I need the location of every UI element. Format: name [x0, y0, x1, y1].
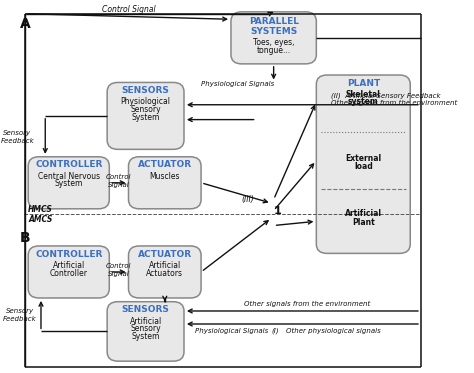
Text: PLANT: PLANT — [346, 79, 380, 88]
Text: HMCS: HMCS — [28, 206, 53, 214]
Text: Other signals from the environment: Other signals from the environment — [331, 100, 457, 106]
Text: System: System — [131, 332, 160, 341]
Text: System: System — [55, 179, 83, 188]
Text: Toes, eyes,: Toes, eyes, — [253, 38, 294, 47]
Text: Signal: Signal — [108, 182, 130, 188]
Text: Control Signal: Control Signal — [102, 6, 155, 15]
Text: PARALLEL: PARALLEL — [249, 17, 299, 26]
Text: (I): (I) — [272, 327, 279, 334]
FancyBboxPatch shape — [128, 157, 201, 209]
Text: Feedback: Feedback — [0, 138, 34, 144]
Text: Artificial: Artificial — [129, 317, 162, 326]
Text: Controller: Controller — [50, 269, 88, 278]
Text: Control: Control — [106, 263, 132, 269]
Text: Artificial: Artificial — [345, 210, 382, 219]
Text: ACTUATOR: ACTUATOR — [138, 160, 192, 169]
Text: Sensory: Sensory — [3, 129, 32, 136]
Text: CONTROLLER: CONTROLLER — [35, 160, 102, 169]
Text: CONTROLLER: CONTROLLER — [35, 250, 102, 258]
Text: Control: Control — [106, 174, 132, 180]
FancyBboxPatch shape — [128, 246, 201, 298]
FancyBboxPatch shape — [316, 75, 410, 253]
Text: External: External — [345, 154, 382, 163]
Text: Other signals from the environment: Other signals from the environment — [244, 301, 370, 307]
Text: Other physiological signals: Other physiological signals — [286, 327, 380, 334]
FancyBboxPatch shape — [28, 157, 109, 209]
Text: B: B — [19, 231, 30, 245]
Text: Skeletal: Skeletal — [346, 90, 381, 99]
FancyBboxPatch shape — [231, 12, 316, 64]
Text: Feedback: Feedback — [3, 316, 36, 322]
FancyBboxPatch shape — [107, 302, 184, 361]
Text: Plant: Plant — [352, 218, 374, 227]
Text: system: system — [348, 97, 379, 106]
FancyBboxPatch shape — [107, 82, 184, 149]
FancyBboxPatch shape — [28, 246, 109, 298]
Text: 1: 1 — [274, 206, 282, 216]
Text: tongue...: tongue... — [256, 46, 291, 55]
Text: Muscles: Muscles — [149, 172, 180, 181]
Text: Physiological Signals: Physiological Signals — [195, 328, 268, 334]
Text: Signal: Signal — [108, 271, 130, 277]
Text: (II)  Artificial Sensory Feedback: (II) Artificial Sensory Feedback — [331, 92, 441, 99]
Text: System: System — [131, 113, 160, 122]
Text: Sensory: Sensory — [130, 325, 161, 333]
Text: Physiological Signals: Physiological Signals — [201, 81, 274, 87]
Text: SENSORS: SENSORS — [122, 86, 170, 95]
Text: AMCS: AMCS — [28, 216, 53, 225]
Text: A: A — [19, 18, 30, 31]
Text: load: load — [354, 162, 373, 171]
Text: SENSORS: SENSORS — [122, 305, 170, 314]
Text: (III): (III) — [242, 195, 255, 204]
Text: Sensory: Sensory — [130, 105, 161, 114]
Text: SYSTEMS: SYSTEMS — [250, 26, 297, 36]
Text: Physiological: Physiological — [120, 97, 171, 106]
Text: ACTUATOR: ACTUATOR — [138, 250, 192, 258]
Text: Artificial: Artificial — [53, 261, 85, 270]
Text: Central Nervous: Central Nervous — [37, 172, 100, 181]
Text: Artificial: Artificial — [149, 261, 181, 270]
Text: Sensory: Sensory — [6, 308, 34, 314]
Text: Actuators: Actuators — [146, 269, 183, 278]
